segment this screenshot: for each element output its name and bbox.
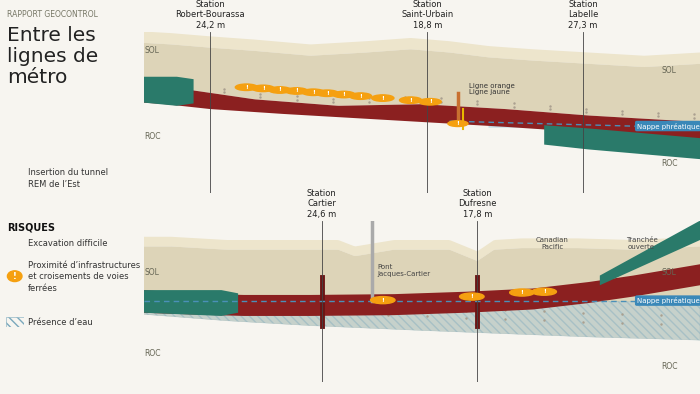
Circle shape	[332, 91, 355, 98]
Text: !: !	[542, 289, 545, 294]
Text: Station
Saint-Urbain
18,8 m: Station Saint-Urbain 18,8 m	[401, 0, 454, 30]
Text: ROC: ROC	[145, 349, 161, 358]
Text: Tranchée
ouverte: Tranchée ouverte	[626, 237, 657, 250]
Text: Entre les
lignes de
métro: Entre les lignes de métro	[7, 26, 98, 87]
Text: SOL: SOL	[145, 268, 160, 277]
Polygon shape	[600, 221, 700, 285]
Text: Proximité d’infrastructures
et croisements de voies
ferrées: Proximité d’infrastructures et croisemen…	[28, 261, 140, 293]
Polygon shape	[144, 83, 700, 141]
Text: Station
Cartier
24,6 m: Station Cartier 24,6 m	[307, 189, 337, 219]
Circle shape	[448, 121, 468, 126]
Text: !: !	[342, 92, 345, 97]
Circle shape	[269, 87, 291, 93]
Circle shape	[302, 89, 324, 95]
Text: Insertion du tunnel
REM de l’Est: Insertion du tunnel REM de l’Est	[28, 168, 108, 189]
Text: Ligne orange: Ligne orange	[469, 83, 514, 89]
Text: SOL: SOL	[661, 268, 676, 277]
Circle shape	[510, 289, 534, 296]
Text: RAPPORT GEOCONTROL: RAPPORT GEOCONTROL	[7, 10, 98, 19]
Text: !: !	[410, 98, 412, 103]
Text: Station
Robert-Bourassa
24,2 m: Station Robert-Bourassa 24,2 m	[176, 0, 245, 30]
Text: !: !	[326, 91, 328, 96]
Text: Canadian
Pacific: Canadian Pacific	[536, 237, 569, 250]
Text: !: !	[359, 94, 362, 98]
Polygon shape	[144, 264, 700, 316]
Text: !: !	[245, 85, 248, 90]
Text: !: !	[521, 290, 524, 295]
Text: RISQUES: RISQUES	[7, 223, 55, 232]
Text: Excavation difficile: Excavation difficile	[28, 239, 108, 248]
Circle shape	[419, 98, 441, 105]
Polygon shape	[144, 32, 700, 67]
Circle shape	[252, 85, 274, 92]
Text: !: !	[456, 121, 459, 126]
Circle shape	[370, 297, 395, 304]
Text: !: !	[262, 86, 265, 91]
Text: Ligne jaune: Ligne jaune	[469, 89, 510, 95]
Text: ROC: ROC	[661, 160, 678, 169]
Polygon shape	[144, 301, 700, 340]
Polygon shape	[144, 237, 700, 261]
Text: !: !	[13, 272, 17, 281]
Text: ROC: ROC	[661, 362, 678, 370]
Circle shape	[286, 88, 308, 94]
Circle shape	[235, 84, 258, 91]
Text: !: !	[279, 87, 281, 93]
Text: !: !	[428, 99, 431, 104]
Text: Présence d’eau: Présence d’eau	[28, 318, 92, 327]
Polygon shape	[489, 116, 700, 130]
Text: !: !	[382, 96, 384, 100]
Text: !: !	[470, 294, 473, 299]
Text: !: !	[312, 90, 315, 95]
Circle shape	[532, 288, 556, 295]
Polygon shape	[144, 43, 700, 122]
Circle shape	[460, 293, 484, 300]
Text: ROC: ROC	[145, 132, 161, 141]
Text: Pont
Jacques-Cartier: Pont Jacques-Cartier	[377, 264, 430, 277]
Text: !: !	[295, 89, 298, 93]
Text: Nappe phréatique: Nappe phréatique	[637, 123, 699, 130]
Circle shape	[349, 93, 372, 99]
Text: !: !	[382, 297, 384, 303]
Text: SOL: SOL	[661, 66, 676, 75]
Circle shape	[316, 90, 338, 97]
Text: Station
Labelle
27,3 m: Station Labelle 27,3 m	[568, 0, 598, 30]
Circle shape	[400, 97, 421, 103]
Polygon shape	[144, 77, 194, 106]
Polygon shape	[144, 290, 238, 316]
Text: Station
Dufresne
17,8 m: Station Dufresne 17,8 m	[458, 189, 497, 219]
Text: Nappe phréatique: Nappe phréatique	[637, 297, 699, 304]
Polygon shape	[144, 247, 700, 340]
Circle shape	[372, 95, 394, 101]
Polygon shape	[544, 125, 700, 159]
Circle shape	[8, 271, 22, 282]
Text: SOL: SOL	[145, 46, 160, 56]
